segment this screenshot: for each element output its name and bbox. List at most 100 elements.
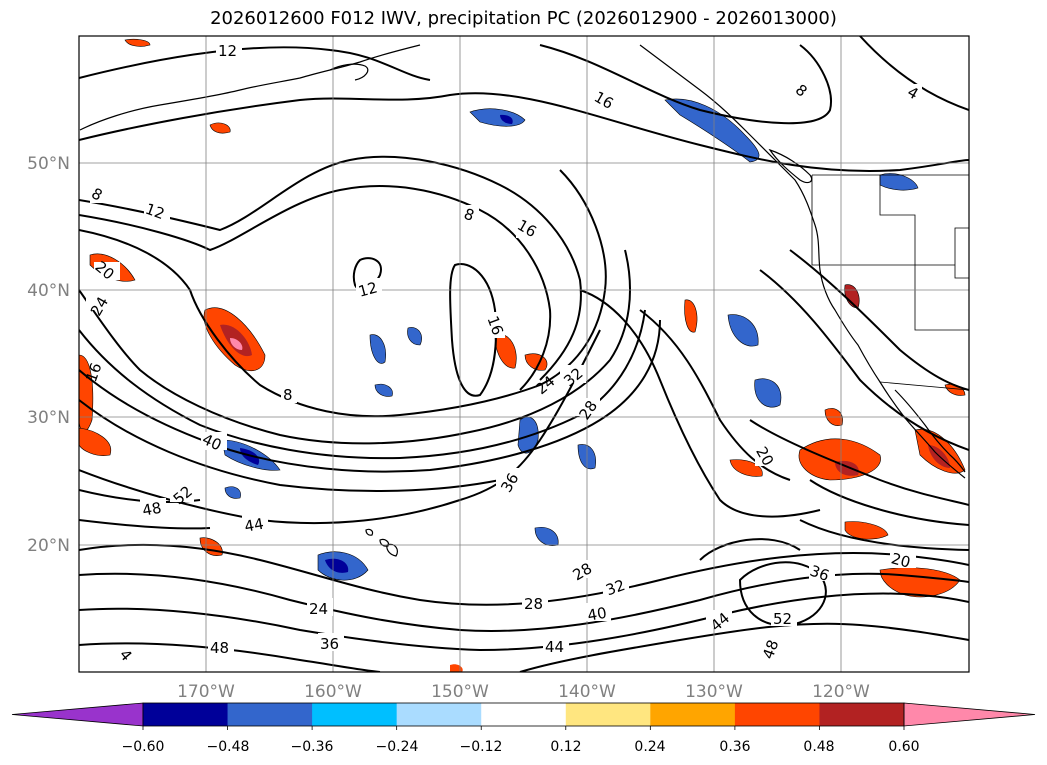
- precip-negative-region: [664, 98, 760, 163]
- hawaii-islands: [365, 528, 374, 536]
- iwv-contour-line: [79, 319, 661, 473]
- contour-label: 16: [483, 313, 506, 337]
- state-border: [879, 175, 916, 265]
- lat-label: 40°N: [27, 281, 70, 301]
- contour-label: 8: [283, 386, 293, 404]
- iwv-contour-line: [809, 479, 969, 526]
- contour-label: 12: [218, 42, 237, 60]
- contour-label: 28: [524, 595, 543, 613]
- contour-label: 12: [356, 278, 379, 300]
- precip-positive-region: [844, 521, 889, 540]
- contour-label: 48: [210, 639, 229, 657]
- iwv-contour-line: [79, 249, 631, 445]
- colorbar-bin: [734, 703, 820, 726]
- colorbar-bin: [143, 703, 229, 726]
- contour-label: 36: [808, 562, 832, 585]
- contour-label: 12: [143, 200, 167, 223]
- contour-label: 36: [320, 635, 339, 653]
- precip-positive-region: [79, 427, 112, 456]
- contour-label: 40: [586, 604, 608, 625]
- precip-negative-region: [240, 448, 260, 465]
- iwv-contour-line: [639, 309, 791, 481]
- precip-negative-region: [369, 334, 386, 364]
- iwv-contour-line: [759, 269, 969, 451]
- colorbar-bin: [396, 703, 482, 726]
- iwv-contour-line: [789, 249, 969, 391]
- colorbar-tick-label: −0.36: [291, 739, 334, 755]
- map-frame: [78, 35, 970, 673]
- north-america-coastline: [639, 44, 966, 479]
- colorbar-tick-label: 0.36: [719, 739, 750, 755]
- precip-negative-region: [325, 558, 349, 573]
- us-mexico-border: [879, 381, 969, 391]
- colorbar-labels: −0.60 −0.48 −0.36 −0.24 −0.12 0.12 0.24 …: [122, 739, 920, 755]
- precip-negative-region: [407, 327, 422, 346]
- contour-label: 16: [82, 360, 105, 384]
- precip-positive-region: [450, 664, 463, 672]
- state-border: [914, 265, 969, 331]
- iwv-contour-line: [79, 155, 582, 381]
- iwv-contour-line: [79, 185, 552, 391]
- lon-label: 170°W: [177, 682, 235, 702]
- contour-label: 44: [545, 638, 564, 656]
- contour-label: 48: [141, 499, 163, 520]
- precip-negative-region: [224, 486, 241, 499]
- iwv-contour-line: [799, 519, 969, 551]
- colorbar-tick-label: −0.60: [122, 739, 165, 755]
- graticule: [79, 36, 969, 672]
- precip-positive-region: [684, 299, 698, 333]
- political-borders: [811, 174, 969, 391]
- state-border: [954, 227, 969, 279]
- coastlines: [79, 44, 966, 557]
- iwv-contour-line: [79, 572, 969, 632]
- state-border: [811, 175, 955, 266]
- iwv-contour-line: [79, 519, 211, 530]
- alaska-coastline: [79, 44, 421, 131]
- iwv-contour-line: [79, 399, 501, 493]
- iwv-contour-line: [79, 46, 431, 81]
- precip-positive-region: [494, 333, 517, 369]
- colorbar-tick-label: 0.24: [634, 739, 665, 755]
- contour-label: 24: [309, 600, 328, 618]
- lon-label: 140°W: [558, 682, 616, 702]
- lon-label: 130°W: [685, 682, 743, 702]
- colorbar-bin: [227, 703, 313, 726]
- precip-negative-region: [374, 383, 393, 397]
- colorbar-bin: [819, 703, 905, 726]
- alaska-coastline: [329, 63, 369, 81]
- contour-label: 32: [603, 576, 627, 599]
- iwv-contour-line: [579, 289, 821, 518]
- lat-label: 30°N: [27, 408, 70, 428]
- precip-negative-region: [754, 378, 782, 408]
- precip-negative-region: [879, 173, 919, 191]
- colorbar-over-extension: [903, 702, 1036, 727]
- iwv-contour-line: [79, 329, 601, 525]
- lat-label: 50°N: [27, 154, 70, 174]
- colorbar-tick-label: −0.12: [460, 739, 503, 755]
- lon-label: 150°W: [431, 682, 489, 702]
- precip-positive-region: [798, 438, 881, 481]
- iwv-contour-line: [519, 622, 969, 672]
- precip-positive-region: [230, 338, 243, 350]
- precip-positive-region: [209, 122, 231, 134]
- iwv-contour-line: [79, 92, 969, 172]
- colorbar-tick-label: −0.48: [207, 739, 250, 755]
- map-title: 2026012600 F012 IWV, precipitation PC (2…: [210, 8, 837, 29]
- precip-positive-region: [729, 459, 763, 477]
- colorbar-bin: [565, 703, 651, 726]
- vancouver-island: [768, 148, 813, 184]
- colorbar-bin: [650, 703, 736, 726]
- precip-negative-region: [500, 114, 513, 124]
- baja-california-coastline: [894, 389, 966, 473]
- colorbar-tick-label: −0.24: [376, 739, 419, 755]
- lon-label: 160°W: [304, 682, 362, 702]
- colorbar-under-extension: [11, 702, 144, 727]
- contour-label: 48: [759, 637, 782, 661]
- longitude-labels: 170°W 160°W 150°W 140°W 130°W 120°W: [177, 682, 870, 702]
- contour-label: 44: [243, 515, 265, 536]
- contour-label: 20: [889, 549, 912, 571]
- iwv-contour-line: [449, 263, 498, 397]
- iwv-contour-line: [749, 419, 969, 506]
- iwv-contour-line: [79, 642, 381, 672]
